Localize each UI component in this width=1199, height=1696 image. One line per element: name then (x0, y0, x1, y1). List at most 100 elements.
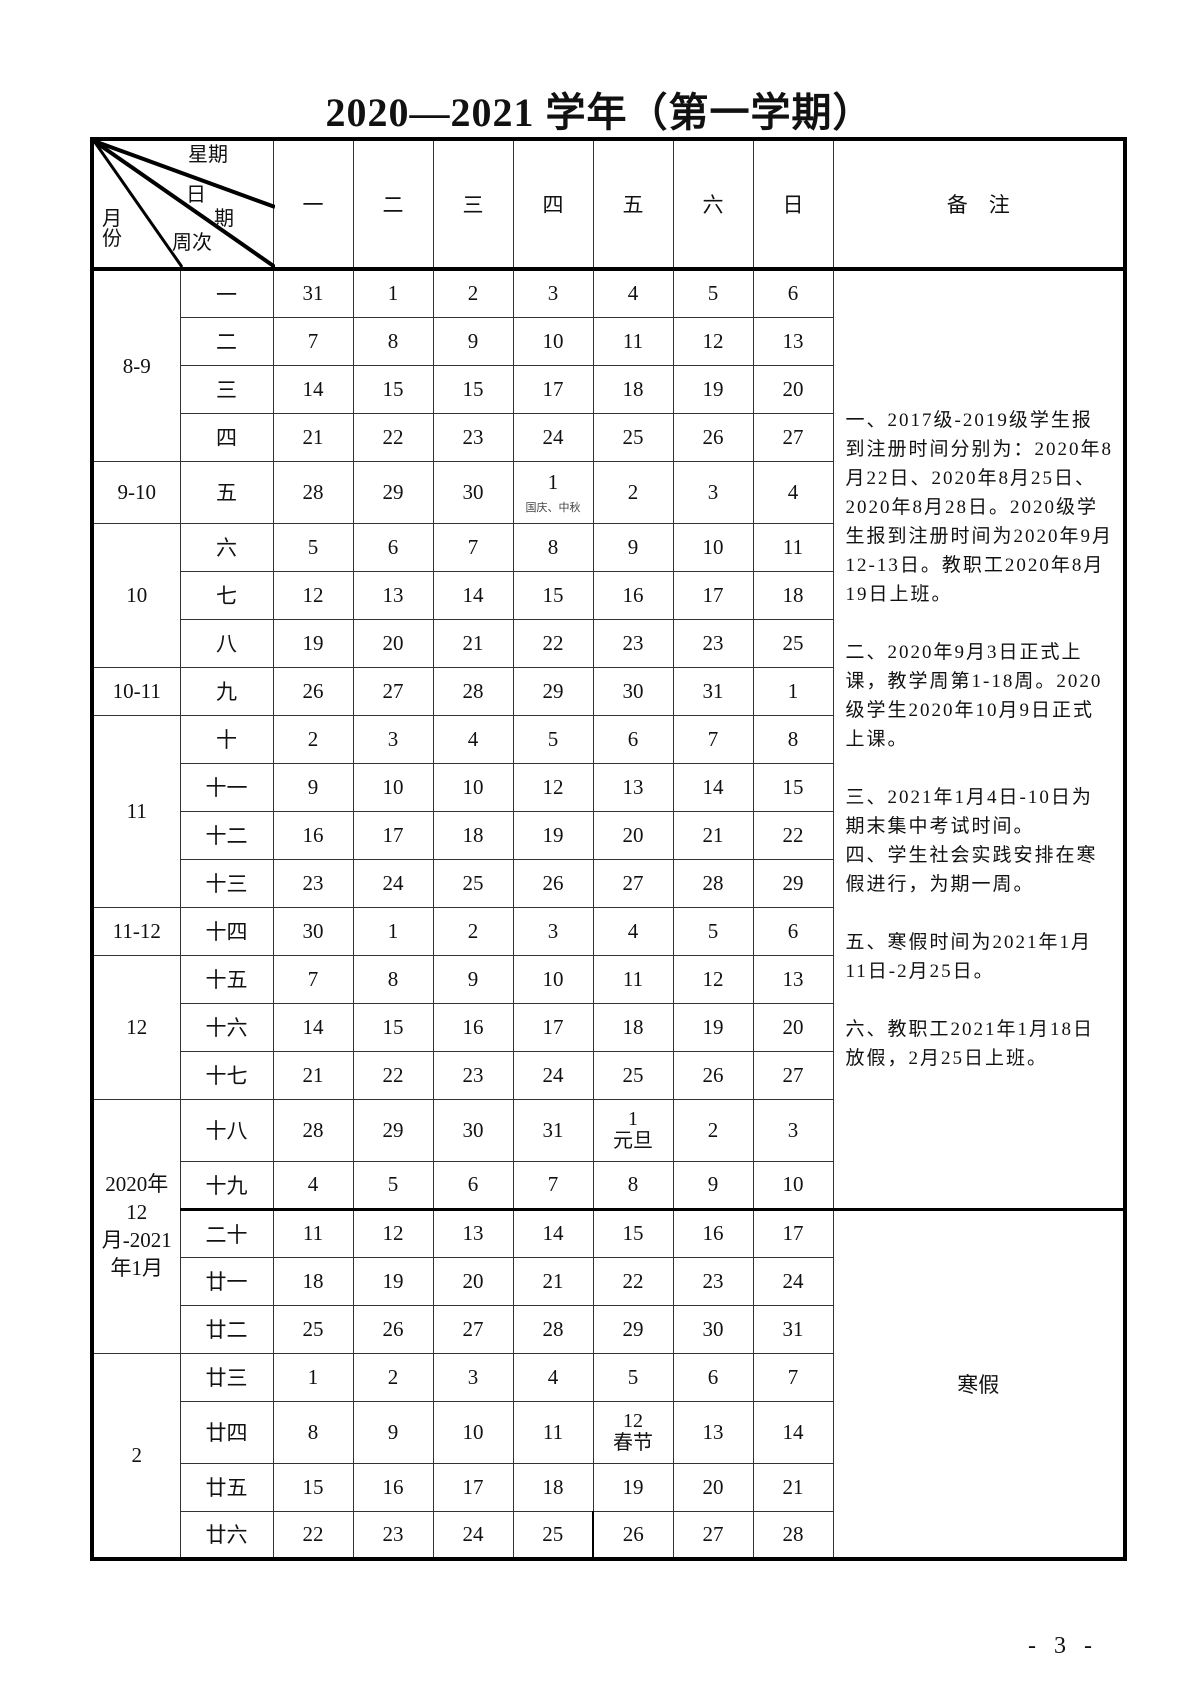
date-number: 18 (302, 1268, 324, 1293)
date-cell: 1 (752, 666, 834, 716)
date-number: 5 (387, 1172, 399, 1196)
date-cell: 10 (432, 1400, 514, 1464)
date-cell: 20 (432, 1256, 514, 1306)
date-cell: 30 (592, 666, 674, 716)
date-number: 5 (307, 534, 319, 559)
date-cell: 18 (592, 364, 674, 414)
date-cell: 29 (352, 460, 434, 524)
date-number: 9 (467, 328, 479, 353)
date-cell: 16 (592, 570, 674, 620)
date-number: 1 (307, 1364, 319, 1389)
date-number: 4 (627, 918, 639, 943)
date-cell: 9 (432, 954, 514, 1004)
date-number: 4 (787, 479, 799, 504)
date-number: 3 (547, 281, 559, 306)
date-number: 12 (542, 774, 564, 799)
week-number-cell: 十三 (179, 858, 274, 908)
day-header: 六 (672, 138, 754, 271)
date-cell: 6 (432, 1160, 514, 1210)
date-number: 9 (707, 1172, 719, 1196)
week-row: 廿二 25 26 27 28 29 30 31 (92, 1304, 1125, 1354)
date-number: 5 (547, 726, 559, 751)
week-number-cell: 十一 (179, 762, 274, 812)
remarks-cell: 一、2017级-2019级学生报到注册时间分别为：2020年8月22日、2020… (832, 268, 1126, 1210)
date-number: 6 (707, 1364, 719, 1389)
date-number: 2 (467, 918, 479, 943)
week-row: 廿一 18 19 20 21 22 23 24 (92, 1256, 1125, 1306)
week-row: 二 7 8 9 10 11 12 13 (92, 316, 1125, 366)
date-cell: 23 (592, 618, 674, 668)
date-cell: 20 (592, 810, 674, 860)
week-row: 廿五 15 16 17 18 19 20 21 (92, 1462, 1125, 1512)
date-number: 22 (382, 424, 404, 449)
day-header: 一 (272, 138, 354, 271)
date-cell: 15 (272, 1462, 354, 1512)
date-number: 29 (382, 479, 404, 504)
date-cell: 22 (272, 1510, 354, 1560)
date-cell: 2 (432, 268, 514, 318)
date-number: 9 (387, 1419, 399, 1444)
date-number: 11 (782, 534, 804, 559)
date-number: 28 (542, 1316, 564, 1341)
week-number-cell: 廿一 (179, 1256, 274, 1306)
week-number-cell: 十七 (179, 1050, 274, 1100)
date-number: 28 (302, 479, 324, 504)
date-cell: 10 (432, 762, 514, 812)
header-row: 星期 日 期 周次 月 份 一 二 三 四 五 六 日 备 注 (91, 138, 1126, 271)
date-number: 21 (782, 1474, 804, 1499)
date-cell: 18 (272, 1256, 354, 1306)
corner-label-weekday: 星期 (188, 144, 228, 166)
week-number-cell: 四 (179, 412, 274, 462)
date-cell: 31 (272, 268, 354, 318)
date-cell: 21 (432, 618, 514, 668)
date-cell: 16 (432, 1002, 514, 1052)
date-number: 21 (542, 1268, 564, 1293)
date-number: 23 (302, 870, 324, 895)
date-number: 7 (467, 534, 479, 559)
date-cell: 19 (352, 1256, 434, 1306)
day-header: 二 (352, 138, 434, 271)
date-number: 27 (782, 1062, 804, 1087)
date-number: 20 (622, 822, 644, 847)
month-cell: 8-9 (91, 268, 181, 462)
date-number: 15 (622, 1221, 644, 1245)
date-cell: 19 (592, 1462, 674, 1512)
winter-break-cell: 寒假 (832, 1207, 1126, 1560)
date-number: 27 (622, 870, 644, 895)
date-cell: 27 (432, 1304, 514, 1354)
date-cell: 22 (512, 618, 594, 668)
date-cell: 28 (432, 666, 514, 716)
date-cell: 25 (512, 1510, 594, 1560)
date-number: 8 (387, 966, 399, 991)
date-number: 23 (622, 630, 644, 655)
date-cell: 1 (352, 268, 434, 318)
date-cell: 10 (672, 522, 754, 572)
date-cell: 2 (592, 460, 674, 524)
week-row: 12 十五 7 8 9 10 11 12 13 (91, 954, 1125, 1100)
date-cell: 23 (672, 1256, 754, 1306)
date-number: 13 (782, 328, 804, 353)
date-cell: 6 (752, 906, 834, 956)
date-cell: 9 (272, 762, 354, 812)
date-cell: 4 (432, 714, 514, 764)
date-cell: 13 (752, 316, 834, 366)
date-number: 7 (547, 1172, 559, 1196)
date-number: 20 (782, 1014, 804, 1039)
date-cell: 13 (592, 762, 674, 812)
date-cell: 27 (592, 858, 674, 908)
date-number: 22 (782, 822, 804, 847)
date-number: 6 (627, 726, 639, 751)
date-number: 19 (702, 1014, 724, 1039)
school-calendar-table: 星期 日 期 周次 月 份 一 二 三 四 五 六 日 备 注 8-9 一 31 1 2… (90, 137, 1127, 1561)
date-cell: 2 (352, 1352, 434, 1402)
date-cell: 31 (752, 1304, 834, 1354)
date-number: 17 (462, 1474, 484, 1499)
week-number-cell: 廿五 (179, 1462, 274, 1512)
date-cell: 14 (672, 762, 754, 812)
date-cell: 22 (592, 1256, 674, 1306)
week-number-cell: 十二 (179, 810, 274, 860)
week-row: 11 十 2 3 4 5 6 7 8 (91, 714, 1125, 908)
date-cell: 23 (672, 618, 754, 668)
date-number: 12 (623, 1410, 643, 1432)
date-cell: 11 (272, 1207, 354, 1258)
